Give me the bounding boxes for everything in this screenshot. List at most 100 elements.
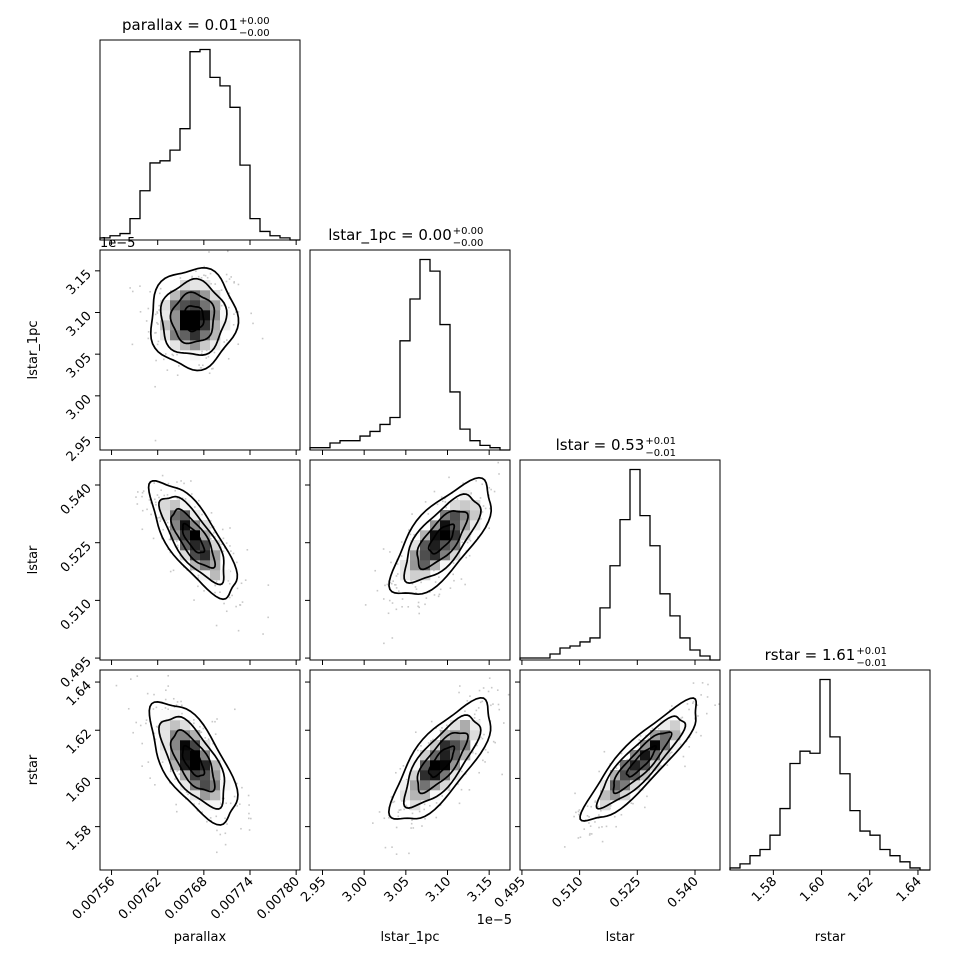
scatter-point (215, 624, 218, 627)
density-cell (430, 770, 441, 781)
density-cell (420, 560, 431, 571)
density-cell (620, 780, 631, 791)
scatter-point (579, 836, 582, 839)
ticks-1-1 (322, 450, 490, 455)
density-cell (160, 310, 171, 321)
scatter-point (145, 719, 148, 721)
density-cell (440, 770, 451, 781)
scatter-point (248, 829, 251, 831)
density-cell (190, 340, 201, 351)
density-cell (440, 750, 451, 761)
scatter-point (601, 840, 604, 843)
density-cell (190, 320, 201, 331)
scatter-point (588, 834, 591, 836)
contour-line (595, 715, 687, 810)
scatter-point (171, 353, 174, 356)
scatter-point (155, 706, 158, 709)
density-cell (160, 510, 171, 521)
density-cell (660, 730, 671, 741)
scatter-point (483, 733, 485, 736)
scatter-point (193, 803, 195, 805)
scatter-point (174, 489, 177, 492)
scatter-point (688, 746, 691, 748)
scatter-point (615, 767, 618, 770)
scatter-point (248, 812, 250, 815)
scatter-point (166, 521, 169, 524)
density-cell (410, 550, 421, 561)
scatter-point (723, 682, 725, 684)
scatter-point (598, 826, 600, 829)
x-tick-label: 3.00 (340, 874, 371, 905)
scatter-point (692, 700, 695, 703)
scatter-point (406, 805, 408, 808)
panel-title-lstar: lstar = 0.53 (556, 436, 645, 454)
scatter-point (573, 815, 575, 818)
scatter-point (626, 759, 629, 761)
density-cell (160, 710, 171, 721)
scatter-point (158, 516, 161, 519)
density-cell (450, 740, 461, 751)
density-cell (400, 560, 411, 571)
scatter-point (374, 569, 377, 572)
scatter-point (225, 273, 228, 276)
scatter-point (155, 331, 157, 334)
scatter-point (465, 556, 468, 559)
density-cell (440, 560, 451, 571)
panel-frame (309, 249, 511, 451)
scatter-point (169, 551, 172, 554)
scatter-point (461, 541, 463, 544)
scatter-point (240, 827, 242, 830)
scatter-point (176, 544, 179, 547)
scatter-point (722, 668, 724, 670)
scatter-point (600, 809, 602, 812)
scatter-point (141, 765, 143, 767)
scatter-point (395, 826, 398, 829)
scatter-point (695, 731, 698, 734)
density-cell (170, 320, 181, 331)
density-cell (210, 310, 221, 321)
contour-line (180, 305, 205, 333)
density-cell (430, 560, 441, 571)
density-cell (200, 770, 211, 781)
density-cell (170, 710, 181, 721)
scatter-point (410, 822, 413, 825)
scatter-point (147, 331, 150, 333)
scatter-point (161, 761, 164, 763)
density-cell (630, 770, 641, 781)
scatter-point (618, 764, 621, 766)
scatter-point (226, 339, 228, 341)
scatter-point (233, 795, 236, 798)
scatter-point (481, 737, 484, 740)
x-tick-label: 0.00762 (116, 874, 165, 923)
scatter-point (221, 543, 223, 546)
scatter-point (225, 802, 228, 805)
scatter-point (411, 819, 413, 821)
scatter-point (400, 541, 403, 543)
panel-content (563, 655, 738, 848)
scatter-point (453, 579, 455, 582)
scatter-point (235, 605, 237, 608)
panel-frame (99, 39, 301, 241)
density-cell (160, 720, 171, 731)
scatter-point (401, 605, 403, 608)
x-tick-label: 3.10 (423, 874, 454, 905)
scatter-point (654, 769, 656, 772)
density-cell (200, 800, 211, 811)
scatter-point (172, 569, 175, 572)
scatter-point (214, 283, 217, 285)
scatter-point (200, 352, 203, 355)
density-cell (430, 750, 441, 761)
scatter-point (412, 827, 415, 829)
scatter-point (487, 690, 490, 693)
scatter-point (589, 825, 592, 827)
scatter-point (736, 655, 738, 657)
scatter-point (497, 461, 500, 464)
density-cell (190, 730, 201, 741)
scatter-point (213, 351, 216, 354)
density-cell (440, 760, 451, 771)
scatter-point (214, 584, 216, 586)
scatter-point (390, 561, 392, 564)
scatter-point (154, 439, 157, 442)
scatter-point (470, 492, 472, 495)
scatter-point (193, 599, 195, 601)
